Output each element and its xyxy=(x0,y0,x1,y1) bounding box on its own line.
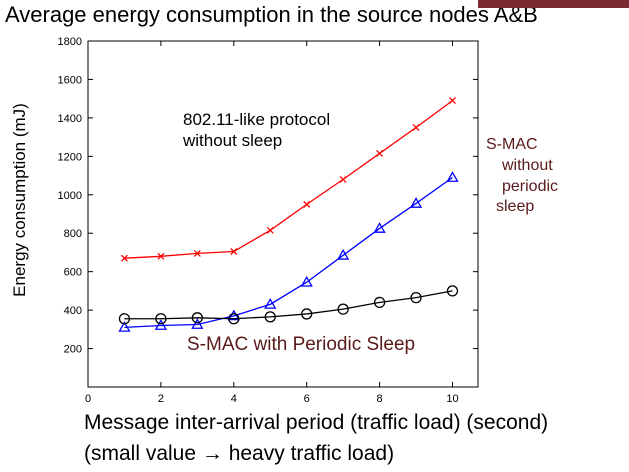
series-1 xyxy=(120,97,456,262)
series-line xyxy=(124,176,453,329)
data-point xyxy=(301,308,313,320)
x-axis-note: (small value → heavy traffic load) xyxy=(84,442,395,465)
data-point xyxy=(412,124,420,131)
y-tick-label: 600 xyxy=(64,267,82,279)
annotation-smac-no-sleep: S-MAC without periodic sleep xyxy=(486,135,558,218)
data-point xyxy=(337,303,349,315)
data-point xyxy=(193,249,201,257)
plot-axes: 200 400 600 800 1000 1200 1400 1600 1800 0 2 4 6 8 10 xyxy=(58,36,479,405)
data-point xyxy=(266,226,274,234)
data-point xyxy=(300,275,313,287)
annotation-80211: 802.11-like protocol without sleep xyxy=(183,110,330,151)
x-tick-label: 10 xyxy=(446,393,458,405)
x-tick-label: 0 xyxy=(85,393,91,405)
annotation-smac-no-sleep-line: sleep xyxy=(496,198,535,216)
x-tick-label: 8 xyxy=(377,393,383,405)
data-point xyxy=(228,313,240,325)
data-point xyxy=(446,171,459,182)
data-point xyxy=(118,321,131,332)
chart-title: Average energy consumption in the source… xyxy=(5,2,538,27)
x-tick-label: 6 xyxy=(304,393,310,405)
y-tick-label: 200 xyxy=(64,344,82,356)
y-tick-label: 1200 xyxy=(58,151,82,163)
x-tick-label: 2 xyxy=(158,393,164,405)
data-point xyxy=(376,149,384,157)
data-point xyxy=(191,318,204,329)
data-point xyxy=(339,175,347,183)
y-tick-label: 1400 xyxy=(58,113,82,125)
y-tick-label: 1600 xyxy=(58,74,82,86)
data-point xyxy=(155,313,167,325)
annotation-smac-no-sleep-line: periodic xyxy=(502,177,559,195)
data-point xyxy=(120,254,128,262)
data-point xyxy=(191,312,203,324)
y-tick-label: 800 xyxy=(64,228,82,240)
annotation-smac-periodic: S-MAC with Periodic Sleep xyxy=(187,334,416,355)
y-tick-label: 1800 xyxy=(58,36,82,48)
data-point xyxy=(373,296,386,309)
series-2 xyxy=(118,171,459,332)
data-point xyxy=(409,197,423,208)
annotation-80211-line: without sleep xyxy=(183,130,283,150)
y-tick-label: 400 xyxy=(64,305,82,317)
data-point xyxy=(154,319,168,330)
series-3 xyxy=(118,285,459,325)
x-tick-label: 4 xyxy=(231,393,237,405)
data-point xyxy=(449,97,456,105)
annotation-smac-no-sleep-line: S-MAC xyxy=(486,136,538,153)
data-point xyxy=(157,252,165,260)
plot-frame xyxy=(87,40,479,388)
data-point xyxy=(373,222,386,233)
annotation-smac-no-sleep-line: without xyxy=(502,156,553,174)
data-point xyxy=(264,298,277,309)
data-point xyxy=(337,249,350,260)
data-point xyxy=(446,285,459,297)
data-point xyxy=(227,309,240,321)
data-point xyxy=(118,313,131,325)
data-point xyxy=(303,200,311,208)
series-layer xyxy=(118,97,459,332)
data-point xyxy=(264,311,276,323)
y-tick-label: 1000 xyxy=(58,190,82,202)
x-axis-label: Message inter-arrival period (traffic lo… xyxy=(84,411,549,434)
data-point xyxy=(410,291,422,304)
series-line xyxy=(124,100,453,259)
data-point xyxy=(230,248,238,255)
y-axis-label: Energy consumption (mJ) xyxy=(10,103,29,297)
series-line xyxy=(124,290,453,320)
annotation-80211-line: 802.11-like protocol xyxy=(183,110,331,129)
corner-decoration xyxy=(478,0,629,8)
